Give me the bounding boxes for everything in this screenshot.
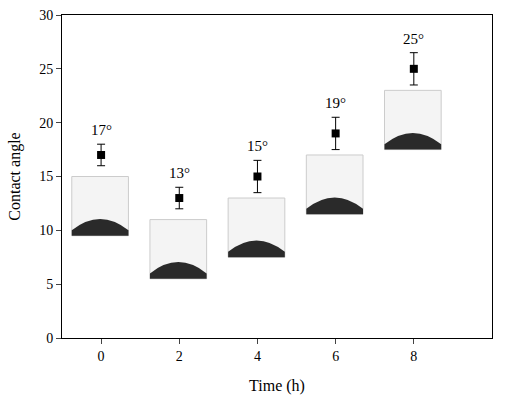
svg-text:0: 0	[46, 331, 53, 346]
svg-text:25°: 25°	[403, 31, 424, 47]
svg-text:8: 8	[410, 349, 417, 364]
svg-text:15°: 15°	[247, 138, 268, 154]
svg-text:20: 20	[39, 116, 53, 131]
svg-text:4: 4	[254, 349, 261, 364]
svg-text:25: 25	[39, 62, 53, 77]
svg-text:Time (h): Time (h)	[249, 377, 305, 395]
svg-text:0: 0	[98, 349, 105, 364]
svg-text:10: 10	[39, 223, 53, 238]
svg-text:5: 5	[46, 277, 53, 292]
svg-text:30: 30	[39, 8, 53, 23]
svg-text:2: 2	[176, 349, 183, 364]
svg-text:6: 6	[332, 349, 339, 364]
svg-text:17°: 17°	[91, 122, 112, 138]
svg-text:13°: 13°	[169, 165, 190, 181]
svg-text:19°: 19°	[325, 95, 346, 111]
svg-text:15: 15	[39, 169, 53, 184]
svg-text:Contact angle: Contact angle	[6, 132, 24, 220]
